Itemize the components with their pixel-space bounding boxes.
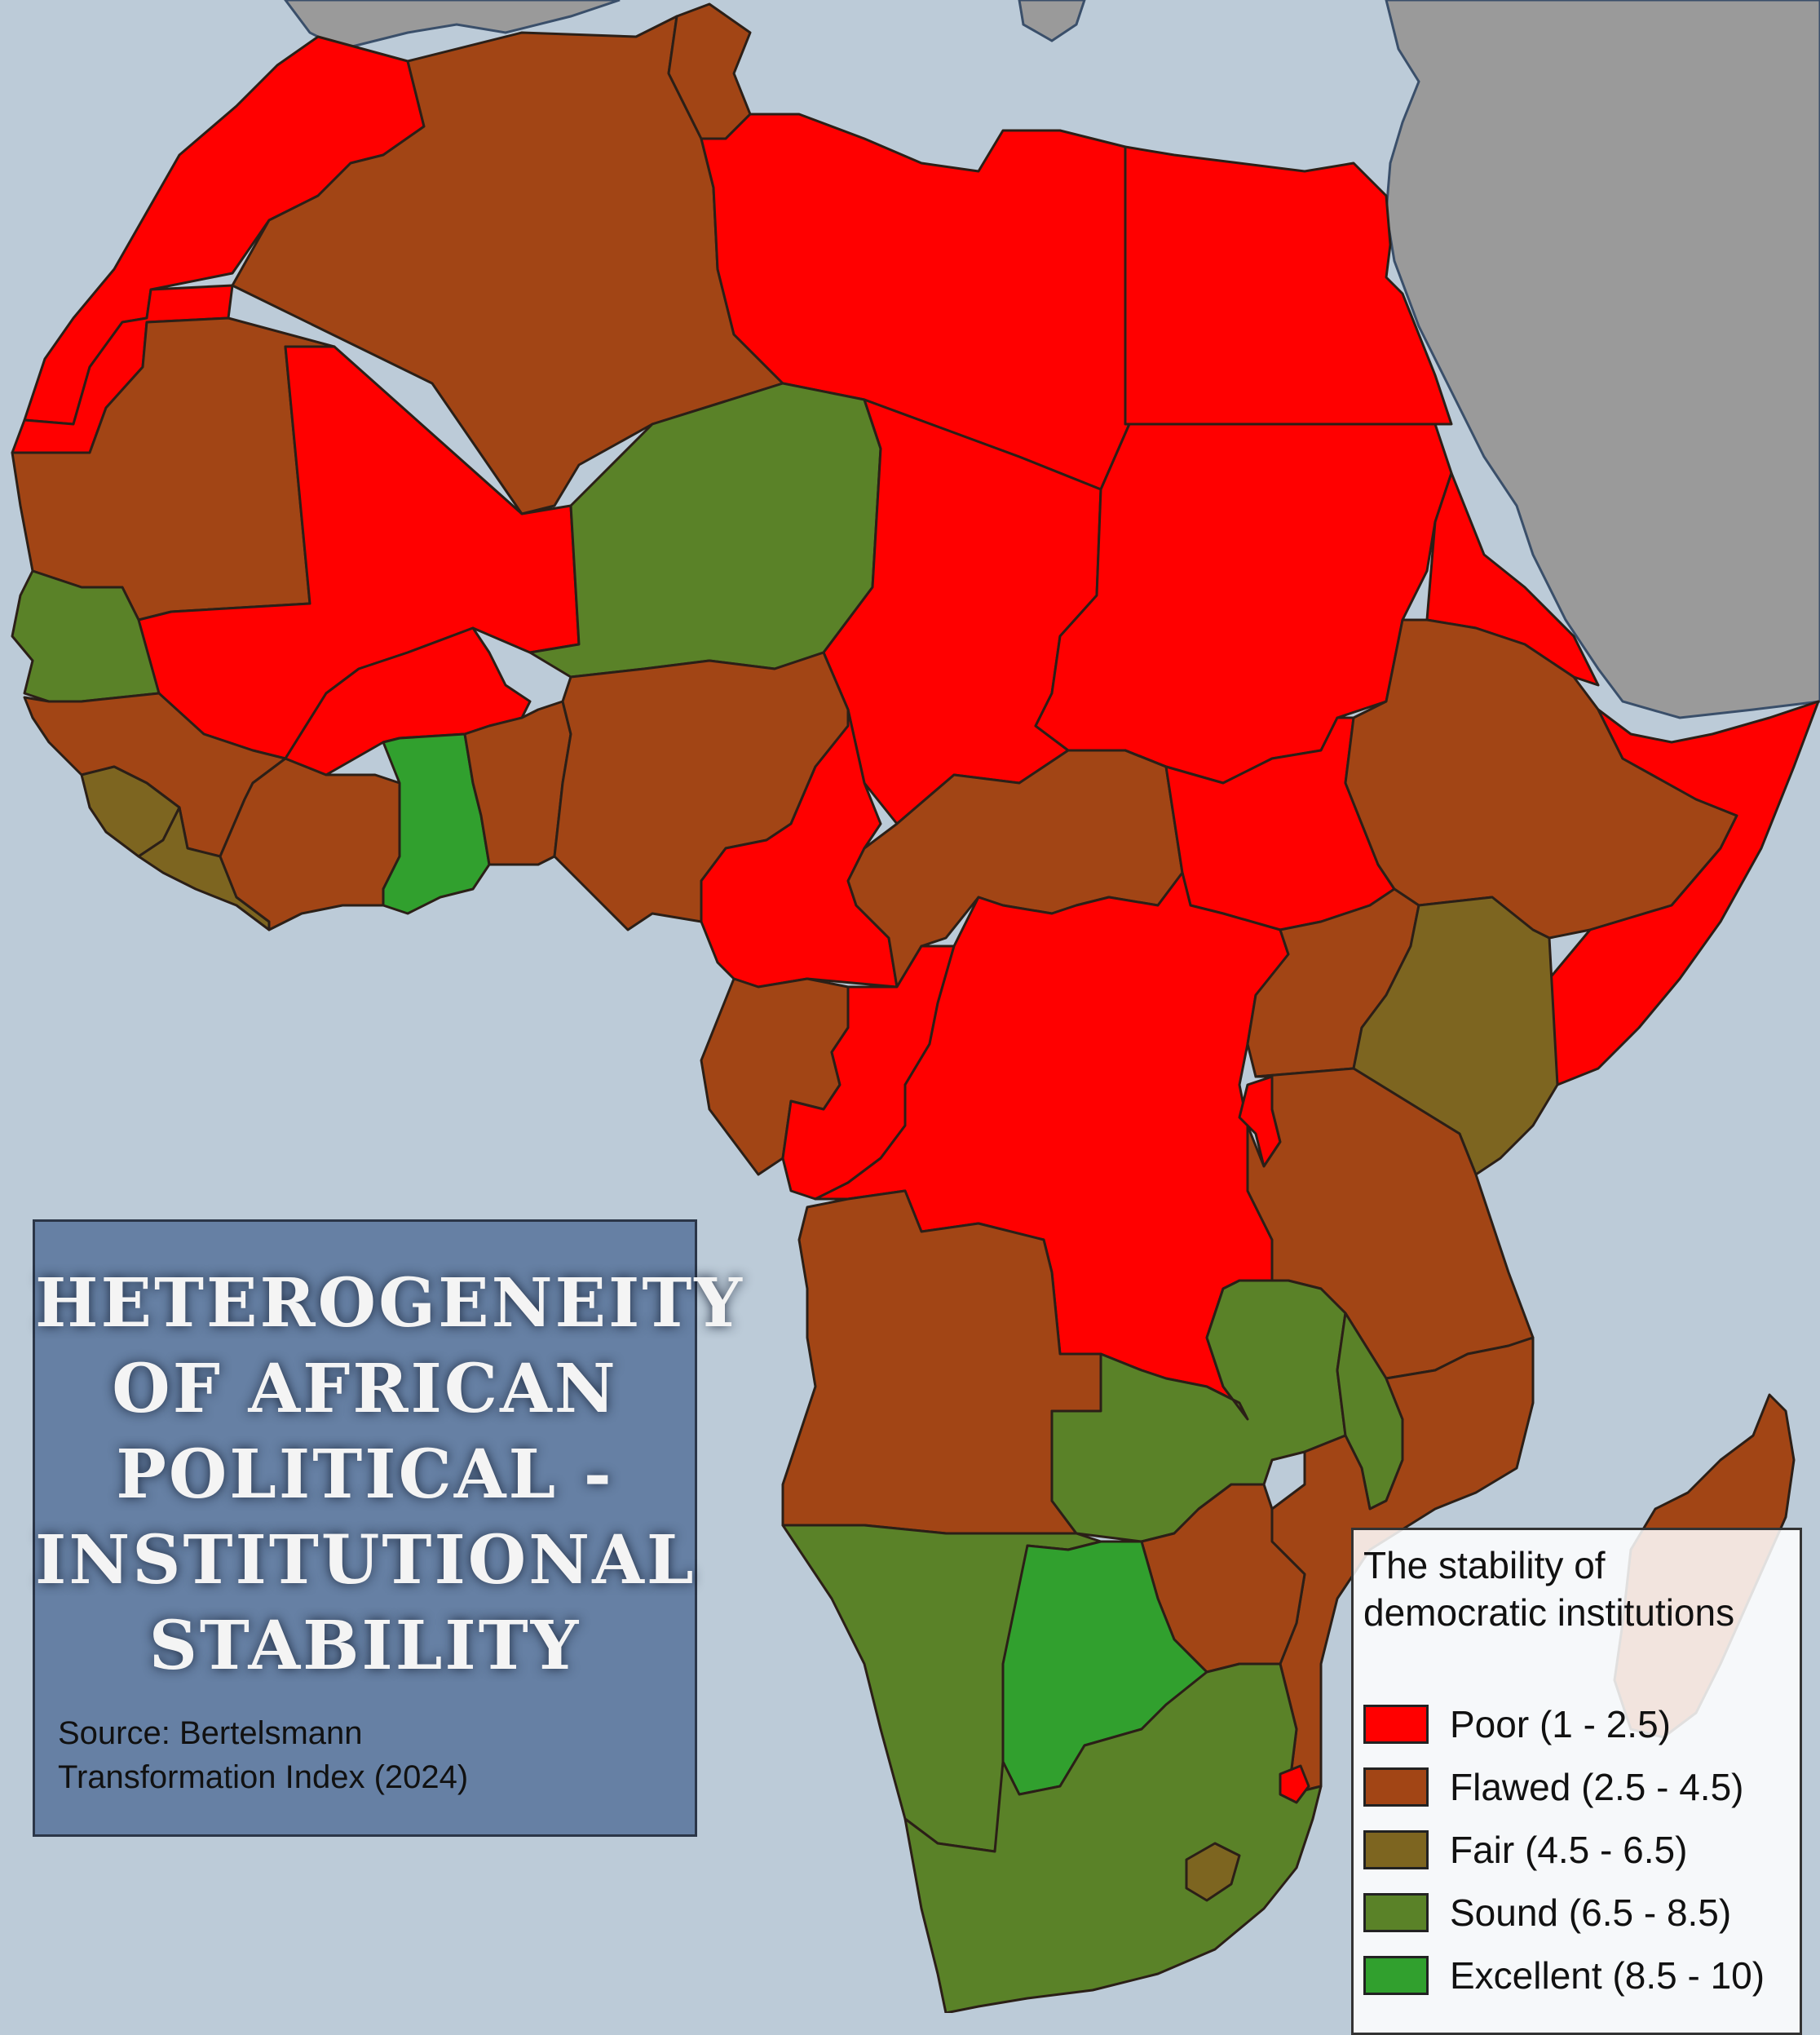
title-line: POLITICAL - — [116, 1436, 614, 1514]
country-kenya[interactable] — [1352, 896, 1559, 1176]
source-note: Source: Bertelsmann Transformation Index… — [58, 1711, 629, 1799]
source-line: Source: Bertelsmann — [58, 1715, 363, 1751]
legend-label: Sound (6.5 - 8.5) — [1450, 1891, 1732, 1934]
legend-swatch — [1363, 1830, 1429, 1869]
arabia-landmass — [1385, 0, 1820, 719]
map-title: HETEROGENEITY OF AFRICAN POLITICAL - INS… — [35, 1261, 744, 1689]
country-eswatini[interactable] — [1279, 1764, 1310, 1804]
legend-title: The stability of democratic institutions — [1363, 1542, 1787, 1636]
title-line: INSTITUTIONAL — [35, 1521, 696, 1599]
italy-landmass — [1018, 0, 1086, 42]
legend-title-line: democratic institutions — [1363, 1591, 1735, 1634]
countries-layer — [11, 2, 1820, 2013]
title-line: OF AFRICAN — [112, 1350, 618, 1428]
legend-swatch — [1363, 1956, 1429, 1995]
source-line: Transformation Index (2024) — [58, 1759, 469, 1795]
legend-label: Fair (4.5 - 6.5) — [1450, 1829, 1688, 1871]
legend-label: Poor (1 - 2.5) — [1450, 1703, 1671, 1745]
legend-label: Flawed (2.5 - 4.5) — [1450, 1766, 1744, 1808]
legend-item-excellent: Excellent (8.5 - 10) — [1363, 1951, 1765, 2000]
legend: The stability of democratic institutions… — [1351, 1528, 1802, 2035]
title-line: HETEROGENEITY — [35, 1264, 744, 1343]
legend-item-flawed: Flawed (2.5 - 4.5) — [1363, 1763, 1743, 1812]
country-lesotho[interactable] — [1185, 1842, 1241, 1902]
legend-swatch — [1363, 1893, 1429, 1932]
country-somalia[interactable] — [1548, 700, 1820, 1086]
legend-item-fair: Fair (4.5 - 6.5) — [1363, 1825, 1687, 1874]
legend-title-line: The stability of — [1363, 1544, 1606, 1586]
title-panel: HETEROGENEITY OF AFRICAN POLITICAL - INS… — [33, 1219, 744, 1837]
legend-label: Excellent (8.5 - 10) — [1450, 1954, 1765, 1997]
legend-item-sound: Sound (6.5 - 8.5) — [1363, 1888, 1731, 1937]
title-line: STABILITY — [148, 1607, 581, 1685]
legend-swatch — [1363, 1705, 1429, 1744]
legend-item-poor: Poor (1 - 2.5) — [1363, 1700, 1671, 1749]
legend-swatch — [1363, 1767, 1429, 1807]
